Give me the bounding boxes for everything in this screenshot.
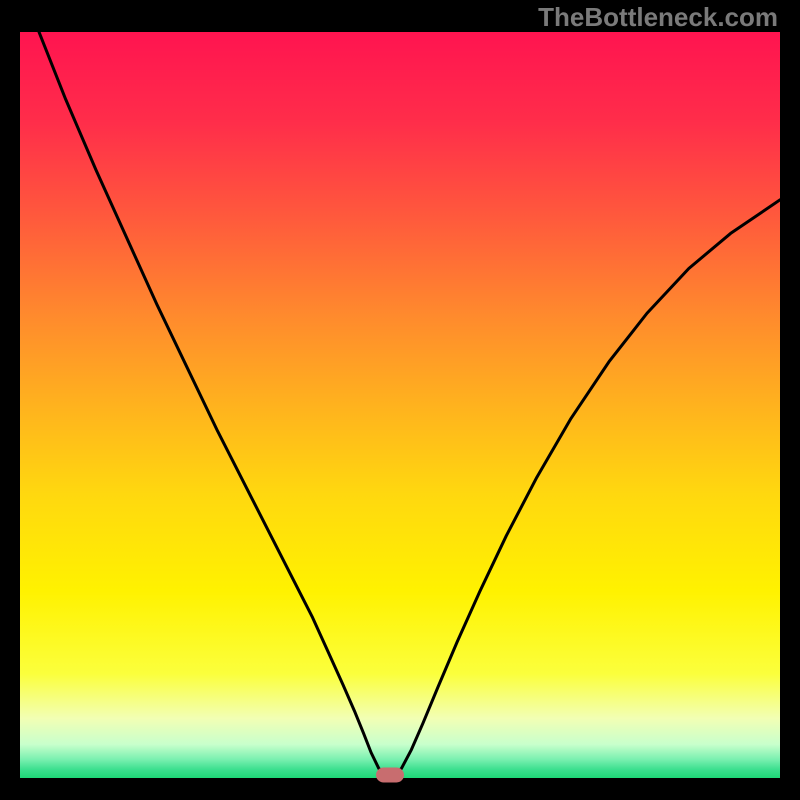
v-curve-path [39, 32, 780, 777]
minimum-marker [376, 768, 404, 783]
plot-area [20, 32, 780, 778]
watermark-text: TheBottleneck.com [538, 2, 778, 33]
curve-svg [20, 32, 780, 778]
